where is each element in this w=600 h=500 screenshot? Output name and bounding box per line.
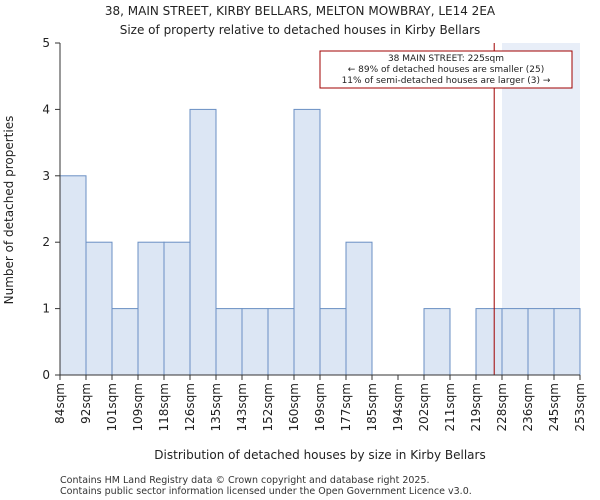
bar-152sqm	[267, 308, 295, 376]
bars-group	[59, 108, 581, 376]
x-tick-label: 194sqm	[391, 383, 405, 431]
bar-101sqm	[111, 308, 139, 376]
bar-160sqm	[293, 108, 321, 376]
bar-126sqm	[189, 108, 217, 376]
footer-line-1: Contains HM Land Registry data © Crown c…	[60, 475, 430, 486]
y-tick-label: 0	[42, 368, 50, 382]
x-tick-label: 177sqm	[339, 383, 353, 431]
y-tick-label: 1	[42, 302, 50, 316]
x-tick-label: 245sqm	[547, 383, 561, 431]
y-tick-label: 4	[42, 102, 50, 116]
bar-228sqm	[501, 308, 529, 376]
annotation-line-1: 38 MAIN STREET: 225sqm	[388, 54, 504, 64]
bar-169sqm	[319, 308, 347, 376]
x-tick-label: 228sqm	[495, 383, 509, 431]
y-axis-label: Number of detached properties	[2, 116, 16, 305]
chart-title: 38, MAIN STREET, KIRBY BELLARS, MELTON M…	[105, 4, 496, 18]
bar-177sqm	[345, 241, 373, 376]
chart-subtitle: Size of property relative to detached ho…	[120, 23, 481, 37]
x-tick-label: 185sqm	[365, 383, 379, 431]
x-axis-label: Distribution of detached houses by size …	[154, 448, 485, 462]
x-tick-label: 118sqm	[157, 383, 171, 431]
x-tick-label: 219sqm	[469, 383, 483, 431]
x-tick-label: 211sqm	[443, 383, 457, 431]
annotation-line-3: 11% of semi-detached houses are larger (…	[342, 76, 551, 86]
annotation-line-2: ← 89% of detached houses are smaller (25…	[348, 65, 545, 75]
x-tick-label: 109sqm	[131, 383, 145, 431]
annotation-box: 38 MAIN STREET: 225sqm ← 89% of detached…	[319, 50, 573, 89]
x-tick-label: 236sqm	[521, 383, 535, 431]
x-tick-label: 253sqm	[573, 383, 587, 431]
bar-84sqm	[59, 175, 87, 376]
bar-135sqm	[215, 308, 243, 376]
x-tick-label: 135sqm	[209, 383, 223, 431]
y-ticks-group: 0 1 2 3 4 5	[42, 36, 60, 382]
x-tick-label: 160sqm	[287, 383, 301, 431]
x-tick-label: 126sqm	[183, 383, 197, 431]
footer-line-2: Contains public sector information licen…	[60, 486, 472, 497]
y-tick-label: 5	[42, 36, 50, 50]
bar-236sqm	[527, 308, 555, 376]
bar-202sqm	[423, 308, 451, 376]
x-tick-label: 101sqm	[105, 383, 119, 431]
bar-245sqm	[553, 308, 581, 376]
y-tick-label: 2	[42, 235, 50, 249]
x-tick-label: 92sqm	[79, 383, 93, 424]
bar-219sqm	[475, 308, 503, 376]
x-tick-label: 169sqm	[313, 383, 327, 431]
bar-143sqm	[241, 308, 269, 376]
bar-109sqm	[137, 241, 165, 376]
annotation-frame	[319, 50, 573, 89]
x-ticks-group: 84sqm 92sqm 101sqm 109sqm 118sqm 126sqm 135sqm…	[53, 375, 587, 431]
bar-92sqm	[85, 241, 113, 376]
y-tick-label: 3	[42, 169, 50, 183]
bar-118sqm	[163, 241, 191, 376]
x-tick-label: 84sqm	[53, 383, 67, 424]
x-tick-label: 143sqm	[235, 383, 249, 431]
x-tick-label: 202sqm	[417, 383, 431, 431]
x-tick-label: 152sqm	[261, 383, 275, 431]
